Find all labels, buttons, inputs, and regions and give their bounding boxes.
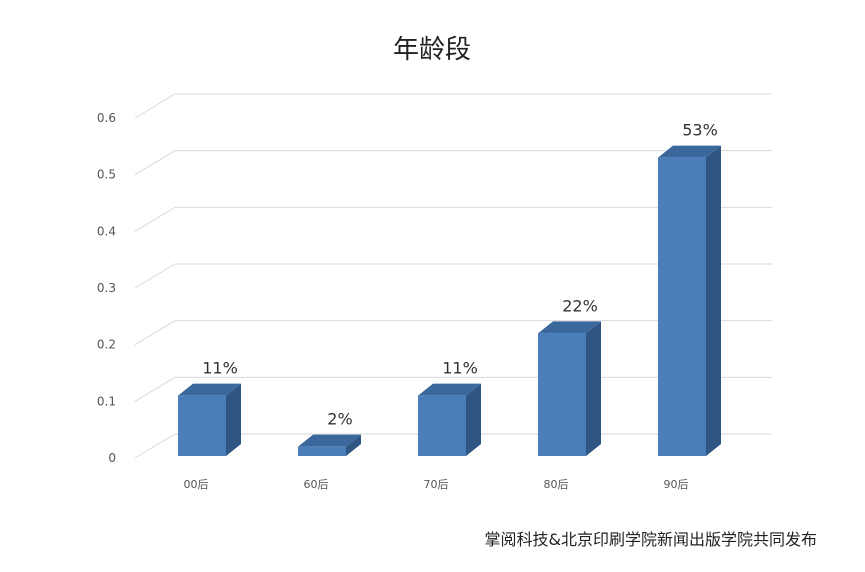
grid-line bbox=[134, 206, 772, 232]
bar-side bbox=[226, 383, 241, 456]
data-label: 11% bbox=[442, 359, 478, 378]
data-labels: 11% 2% 11% 22% 53% bbox=[202, 121, 718, 429]
grid-line bbox=[134, 93, 772, 119]
bar-top bbox=[298, 434, 361, 447]
grid-line bbox=[134, 150, 772, 176]
grid-lines bbox=[134, 93, 772, 459]
x-tick-label: 00后 bbox=[184, 478, 209, 491]
y-tick-label: 0.6 bbox=[97, 111, 116, 125]
y-axis-ticks: 0 0.1 0.2 0.3 0.4 0.5 0.6 bbox=[97, 111, 116, 465]
y-tick-label: 0 bbox=[108, 451, 116, 465]
x-axis-labels: 00后 60后 70后 80后 90后 bbox=[184, 478, 689, 491]
data-label: 53% bbox=[682, 121, 718, 140]
bar-side bbox=[586, 321, 601, 456]
bar bbox=[298, 446, 346, 456]
y-tick-label: 0.4 bbox=[97, 224, 116, 238]
bar-side bbox=[346, 434, 361, 456]
bar-top bbox=[658, 145, 721, 158]
data-label: 11% bbox=[202, 359, 238, 378]
y-tick-label: 0.2 bbox=[97, 338, 116, 352]
grid-line bbox=[134, 320, 772, 346]
x-tick-label: 90后 bbox=[664, 478, 689, 491]
bar-top bbox=[538, 321, 601, 334]
bar bbox=[418, 395, 466, 456]
y-tick-label: 0.3 bbox=[97, 281, 116, 295]
chart-title: 年龄段 bbox=[393, 35, 471, 65]
bar-top bbox=[418, 383, 481, 396]
x-tick-label: 70后 bbox=[424, 478, 449, 491]
source-credit: 掌阅科技&北京印刷学院新闻出版学院共同发布 bbox=[484, 530, 817, 549]
bar-side bbox=[466, 383, 481, 456]
grid-line bbox=[134, 263, 772, 289]
bar bbox=[178, 395, 226, 456]
data-label: 22% bbox=[562, 296, 598, 315]
bar bbox=[658, 157, 706, 456]
bars bbox=[178, 145, 721, 456]
bar-side bbox=[706, 145, 721, 456]
bar bbox=[538, 333, 586, 456]
y-tick-label: 0.5 bbox=[97, 168, 116, 182]
data-label: 2% bbox=[327, 410, 352, 429]
x-tick-label: 60后 bbox=[304, 478, 329, 491]
x-tick-label: 80后 bbox=[544, 478, 569, 491]
y-tick-label: 0.1 bbox=[97, 394, 116, 408]
bar-top bbox=[178, 383, 241, 396]
